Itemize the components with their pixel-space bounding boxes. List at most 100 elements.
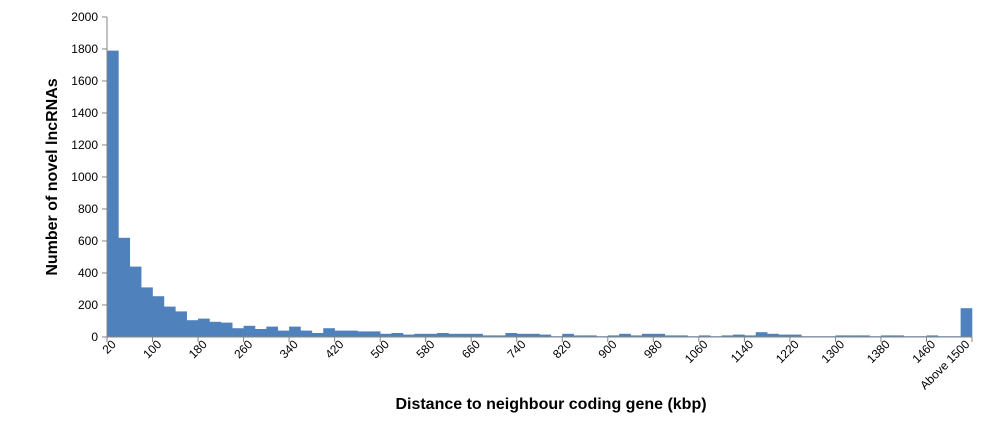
- y-tick-label: 600: [78, 234, 98, 248]
- x-tick-label: 260: [231, 337, 255, 361]
- bar-640: [459, 333, 472, 337]
- bar-1460: [926, 335, 939, 337]
- bar-560: [414, 333, 426, 337]
- bar-1120: [732, 334, 745, 337]
- y-tick-label: 1000: [71, 170, 98, 184]
- x-tick-label: 420: [322, 337, 346, 361]
- bar-200: [209, 321, 222, 337]
- bar-480: [368, 331, 381, 337]
- x-ticks-group: 20 100 180 260 340 420 500 580 660 740 820 900 980 10…: [99, 337, 972, 392]
- x-tick-label: 740: [504, 337, 528, 361]
- y-tick-label: 1400: [71, 106, 98, 120]
- bar-1180: [767, 333, 779, 337]
- bar-1380: [880, 335, 893, 337]
- bar-840: [573, 335, 586, 337]
- x-tick-label: 20: [99, 337, 119, 357]
- bar-680: [482, 335, 495, 337]
- bar-320: [277, 330, 290, 337]
- x-tick-label: 580: [413, 337, 437, 361]
- bar-540: [402, 334, 415, 337]
- x-tick-label: 1060: [682, 337, 711, 366]
- bar-1200: [778, 334, 791, 337]
- bar-1000: [664, 335, 677, 337]
- bar-940: [630, 335, 643, 337]
- bar-700: [493, 335, 506, 337]
- y-tick-label: 1600: [71, 74, 98, 88]
- bar-780: [539, 334, 552, 337]
- bar-620: [448, 333, 461, 337]
- x-tick-label: 500: [368, 337, 392, 361]
- y-tick-label: 2000: [71, 10, 98, 24]
- bar-520: [391, 333, 404, 337]
- bar-220: [220, 322, 233, 337]
- bar-160: [186, 320, 199, 337]
- x-tick-label: 1300: [818, 337, 847, 366]
- bar-80: [141, 287, 153, 337]
- x-tick-label: 900: [596, 337, 620, 361]
- bar-280: [254, 329, 267, 337]
- bar-720: [505, 333, 518, 337]
- bar-760: [528, 333, 540, 337]
- y-tick-label: 1800: [71, 42, 98, 56]
- bar-1060: [698, 335, 711, 337]
- y-axis-title: Number of novel lncRNAs: [44, 78, 61, 275]
- bar-900: [607, 335, 620, 337]
- bar-1140: [744, 335, 757, 337]
- x-tick-label: 1140: [728, 337, 756, 365]
- y-ticks-group: 0 200 400 600 800 1000 1200 1400 1600 1800 2000: [71, 10, 107, 344]
- x-tick-label: 1380: [864, 337, 893, 366]
- x-axis-title: Distance to neighbour coding gene (kbp): [395, 396, 706, 413]
- bars-group: [107, 50, 973, 337]
- bar-240: [232, 328, 244, 337]
- bar-40: [118, 237, 131, 337]
- bar-460: [357, 331, 370, 337]
- bar-1160: [755, 332, 768, 337]
- bar-440: [346, 330, 358, 337]
- bar-340: [289, 326, 301, 337]
- bar-600: [437, 333, 449, 337]
- bar-20: [107, 50, 119, 337]
- y-tick-label: 200: [78, 298, 98, 312]
- bar-1320: [846, 335, 859, 337]
- x-tick-label: 340: [277, 337, 301, 361]
- x-tick-label: 660: [459, 337, 483, 361]
- x-tick-label: 1220: [773, 337, 802, 366]
- bar-500: [380, 333, 392, 337]
- bar-420: [334, 330, 347, 337]
- bar-660: [471, 333, 483, 337]
- bar-Above 1500: [960, 308, 973, 337]
- bar-960: [641, 333, 654, 337]
- x-tick-label: 100: [140, 337, 164, 361]
- x-tick-label: 980: [641, 337, 665, 361]
- bar-920: [619, 333, 631, 337]
- bar-740: [516, 333, 529, 337]
- bar-820: [562, 333, 574, 337]
- y-tick-label: 400: [78, 266, 98, 280]
- bar-980: [653, 333, 665, 337]
- bar-1340: [858, 335, 870, 337]
- x-tick-label: 180: [186, 337, 210, 361]
- bar-1400: [892, 335, 905, 337]
- bar-380: [311, 333, 324, 337]
- bar-1220: [789, 334, 802, 337]
- bar-1300: [835, 335, 848, 337]
- x-tick-label: 820: [550, 337, 574, 361]
- bar-180: [198, 318, 210, 337]
- bar-360: [300, 330, 313, 337]
- x-tick-label: 1460: [910, 337, 939, 366]
- y-tick-label: 800: [78, 202, 98, 216]
- y-tick-label: 0: [91, 330, 98, 344]
- bar-140: [175, 311, 187, 337]
- bar-1020: [676, 335, 688, 337]
- bar-300: [266, 326, 279, 337]
- bar-60: [129, 266, 142, 337]
- bar-1100: [721, 335, 734, 337]
- bar-580: [425, 333, 438, 337]
- bar-260: [243, 325, 256, 337]
- bar-120: [163, 306, 176, 337]
- y-tick-label: 1200: [71, 138, 98, 152]
- bar-860: [585, 335, 597, 337]
- bar-100: [152, 296, 165, 337]
